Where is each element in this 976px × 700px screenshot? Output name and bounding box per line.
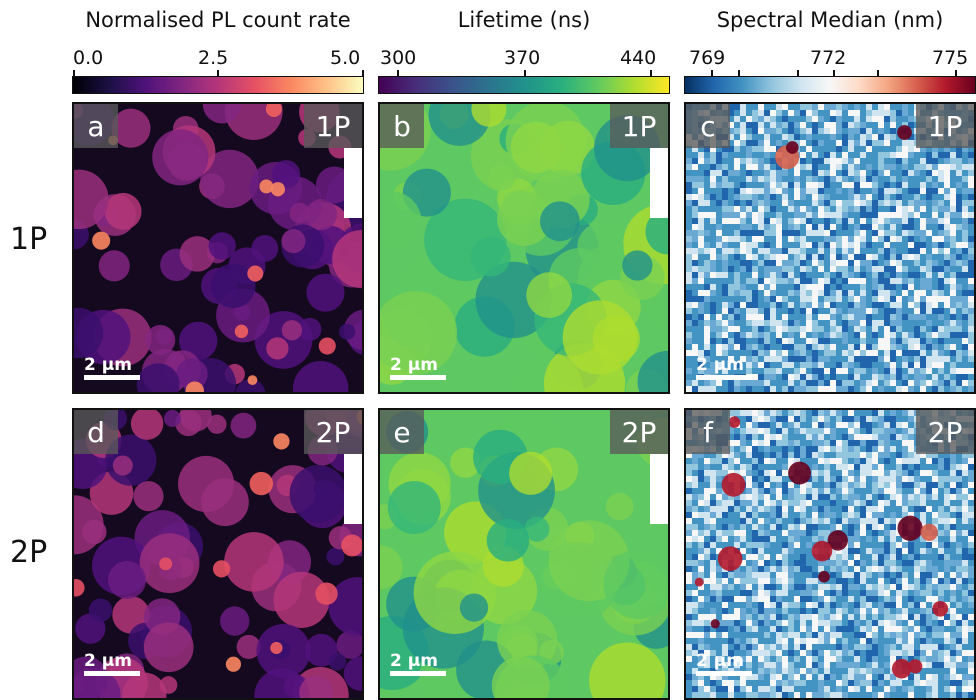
colorbar-title-spectral: Spectral Median (nm)	[716, 8, 944, 32]
colorbar-tick-mark	[217, 70, 219, 77]
colorbar-tick-mark	[650, 70, 652, 77]
colorbar-tick-label: 769	[689, 47, 726, 69]
scalebar: 2 μm	[696, 356, 752, 380]
scalebar-line	[84, 671, 140, 676]
panel-letter: b	[380, 104, 424, 148]
scalebar-label: 2 μm	[390, 355, 438, 375]
panel-letter: e	[380, 410, 424, 454]
colorbar-title-lifetime: Lifetime (ns)	[457, 8, 591, 32]
scalebar: 2 μm	[84, 356, 140, 380]
scalebar: 2 μm	[696, 652, 752, 676]
scalebar-line	[696, 671, 752, 676]
panel-b: b 1P 2 μm	[378, 102, 670, 394]
pl-map-2p	[74, 410, 362, 698]
colorbar-tick-label: 0.0	[73, 47, 104, 69]
scalebar-label: 2 μm	[390, 651, 438, 671]
colorbar-title-pl: Normalised PL count rate	[85, 8, 351, 32]
colorbar-spectral	[684, 76, 976, 94]
scalebar-label: 2 μm	[84, 355, 132, 375]
colorbar-tick-label: 370	[504, 47, 541, 69]
white-marker	[650, 454, 668, 524]
white-marker	[344, 454, 362, 524]
panel-mode-label: 2P	[610, 410, 668, 454]
scalebar: 2 μm	[390, 652, 446, 676]
colorbar-tick-label: 775	[932, 47, 969, 69]
colorbar-tick-label: 772	[810, 47, 847, 69]
colorbar-tick-mark	[73, 70, 75, 77]
scalebar-line	[390, 671, 446, 676]
lifetime-map-1p	[380, 104, 668, 392]
panel-mode-label: 2P	[916, 410, 974, 454]
colorbar-tick-label: 5.0	[330, 47, 361, 69]
panel-c: c 1P 2 μm	[684, 102, 976, 394]
colorbar-tick-mark	[955, 70, 957, 77]
colorbar-pl	[72, 76, 364, 94]
scalebar-label: 2 μm	[696, 651, 744, 671]
colorbar-tick-mark	[833, 70, 835, 77]
panel-a: a 1P 2 μm	[72, 102, 364, 394]
white-marker	[650, 148, 668, 218]
scalebar-label: 2 μm	[84, 651, 132, 671]
white-marker	[344, 148, 362, 218]
panel-d: d 2P 2 μm	[72, 408, 364, 700]
colorbar-tick-mark	[362, 70, 364, 77]
colorbar-tick-mark	[877, 70, 879, 77]
panel-letter: a	[74, 104, 118, 148]
panel-mode-label: 1P	[610, 104, 668, 148]
colorbar-tick-label: 300	[380, 47, 417, 69]
row-label-2p: 2P	[10, 535, 48, 570]
scalebar-line	[390, 375, 446, 380]
colorbar-tick-mark	[524, 70, 526, 77]
colorbar-tick-label: 2.5	[198, 47, 229, 69]
colorbar-tick-mark	[397, 70, 399, 77]
spectral-map-2p	[686, 410, 974, 698]
panel-mode-label: 1P	[916, 104, 974, 148]
panel-letter: f	[686, 410, 730, 454]
scalebar-label: 2 μm	[696, 355, 744, 375]
colorbar-tick-label: 440	[620, 47, 657, 69]
scalebar-line	[696, 375, 752, 380]
panel-letter: c	[686, 104, 730, 148]
panel-f: f 2P 2 μm	[684, 408, 976, 700]
panel-e: e 2P 2 μm	[378, 408, 670, 700]
scalebar: 2 μm	[84, 652, 140, 676]
panel-letter: d	[74, 410, 118, 454]
colorbar-lifetime	[378, 76, 670, 94]
scalebar: 2 μm	[390, 356, 446, 380]
scalebar-line	[84, 375, 140, 380]
row-label-1p: 1P	[10, 222, 48, 257]
panel-mode-label: 2P	[304, 410, 362, 454]
colorbar-tick-mark	[797, 70, 799, 77]
colorbar-tick-mark	[711, 70, 713, 77]
panel-mode-label: 1P	[304, 104, 362, 148]
colorbar-tick-mark	[738, 70, 740, 77]
